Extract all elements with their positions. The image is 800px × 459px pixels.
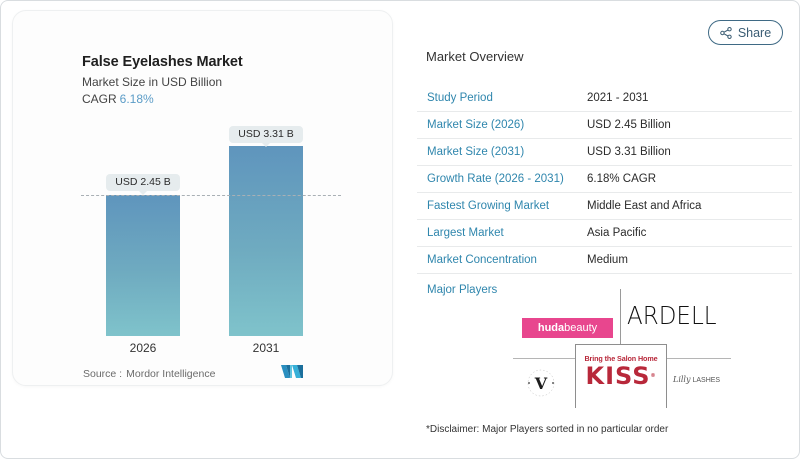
share-button[interactable]: Share [708, 20, 783, 45]
huda-logo-light: beauty [564, 322, 598, 334]
overview-key: Market Size (2031) [427, 146, 525, 158]
chart-card: False Eyelashes Market Market Size in US… [12, 10, 393, 386]
cagr-label: CAGR [82, 92, 117, 106]
overview-row-market-size-2026: Market Size (2026) USD 2.45 Billion [417, 112, 792, 139]
overview-value: USD 2.45 Billion [587, 119, 671, 131]
chart-title: False Eyelashes Market [82, 54, 243, 70]
kiss-tagline: Bring the Salon Home [584, 354, 658, 363]
source-label: Source : [83, 368, 123, 380]
kiss-registered-mark: ® [650, 373, 657, 379]
lilly-script: Lilly [673, 375, 691, 384]
overview-value: 2021 - 2031 [587, 92, 649, 104]
overview-value: USD 3.31 Billion [587, 146, 671, 158]
overview-key: Growth Rate (2026 - 2031) [427, 173, 564, 185]
mordor-intelligence-logo-icon [281, 365, 303, 378]
share-icon [720, 26, 732, 39]
overview-value: Asia Pacific [587, 227, 647, 239]
x-tick-2031: 2031 [252, 341, 280, 355]
chart-subtitle: Market Size in USD Billion [82, 75, 223, 89]
logo-divider [620, 289, 621, 347]
source-value: Mordor Intelligence [126, 368, 216, 380]
overview-row-concentration: Market Concentration Medium [417, 247, 792, 274]
overview-row-largest-market: Largest Market Asia Pacific [417, 220, 792, 247]
reference-dashed-line [81, 195, 341, 196]
disclaimer: *Disclaimer: Major Players sorted in no … [426, 424, 669, 435]
kiss-logo: Bring the Salon Home KISS® [575, 344, 667, 408]
kiss-wordmark: KISS® [576, 363, 666, 389]
share-label: Share [737, 25, 772, 40]
overview-row-market-size-2031: Market Size (2031) USD 3.31 Billion [417, 139, 792, 166]
overview-key: Largest Market [427, 227, 504, 239]
overview-value: Medium [587, 254, 628, 266]
veluxe-badge-logo-icon: V [527, 369, 555, 397]
major-players-title: Major Players [427, 284, 498, 296]
lilly-lashes-logo: Lilly LASHES [673, 375, 720, 384]
overview-value: Middle East and Africa [587, 200, 702, 212]
logo-divider [513, 358, 575, 359]
chart-cagr: CAGR 6.18% [82, 92, 154, 106]
market-overview-title: Market Overview [426, 49, 524, 64]
ardell-logo: ARDELL [627, 301, 717, 330]
overview-key: Study Period [427, 92, 493, 104]
x-tick-2026: 2026 [129, 341, 157, 355]
cagr-value: 6.18% [119, 92, 154, 106]
overview-value: 6.18% CAGR [587, 173, 657, 185]
logo-divider [667, 358, 731, 359]
bar-label-2026: USD 2.45 B [106, 174, 180, 195]
market-overview-table: Study Period 2021 - 2031 Market Size (20… [417, 85, 792, 274]
overview-key: Market Concentration [427, 254, 537, 266]
overview-key: Market Size (2026) [427, 119, 525, 131]
overview-key: Fastest Growing Market [427, 200, 550, 212]
lilly-text: LASHES [692, 377, 721, 384]
svg-text:V: V [534, 374, 548, 393]
chart-source: Source : Mordor Intelligence [83, 368, 215, 380]
overview-row-fastest-growing: Fastest Growing Market Middle East and A… [417, 193, 792, 220]
overview-row-growth-rate: Growth Rate (2026 - 2031) 6.18% CAGR [417, 166, 792, 193]
bar-2031 [229, 146, 303, 336]
huda-logo-bold: huda [537, 322, 565, 334]
overview-row-study-period: Study Period 2021 - 2031 [417, 85, 792, 112]
kiss-text: KISS [585, 362, 651, 390]
bar-label-2031: USD 3.31 B [229, 126, 303, 147]
bar-2026 [106, 195, 180, 336]
huda-beauty-logo: hudabeauty [522, 318, 613, 338]
